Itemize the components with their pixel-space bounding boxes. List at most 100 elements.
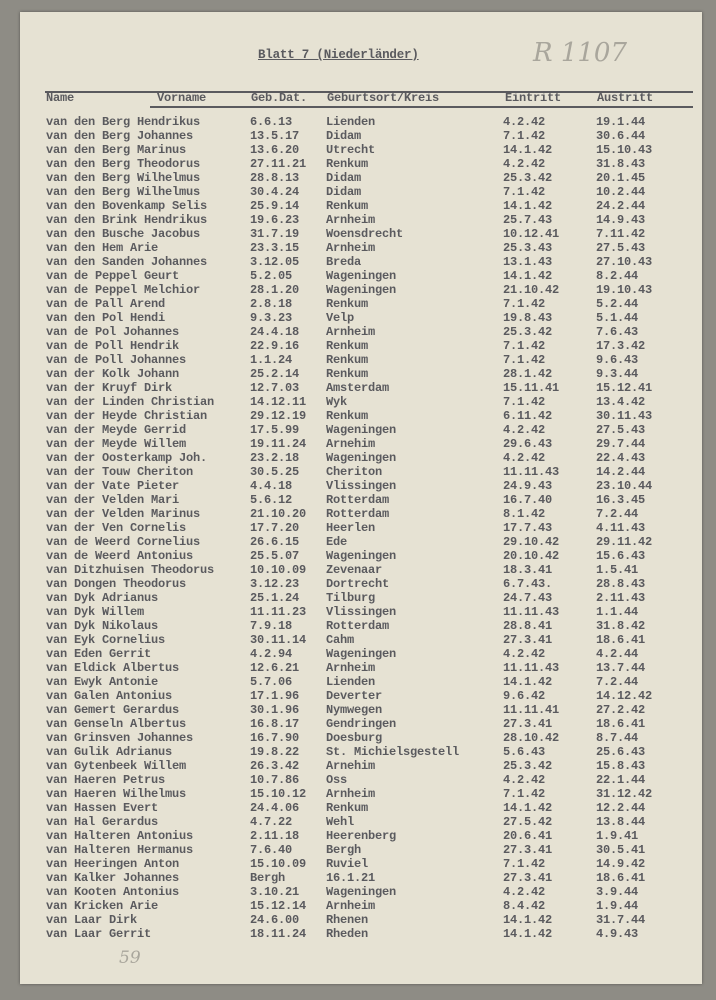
exit-cell: 20.1.45 (596, 171, 646, 185)
name-cell: van Dyk Nikolaus (46, 620, 158, 633)
exit-cell: 17.3.42 (596, 339, 646, 353)
first-name: Willem (102, 605, 145, 619)
dob-cell: 27.11.21 (250, 157, 307, 171)
name-cell: van Haeren Wilhelmus (46, 788, 186, 801)
entry-cell: 29.10.42 (503, 535, 560, 549)
birthplace-cell: Nymwegen (326, 703, 383, 717)
table-row: van de Poll Hendrik 22.9.16 Renkum 7.1.42 17.… (46, 340, 696, 353)
dob-cell: 23.2.18 (250, 451, 300, 465)
surname: van Eden (46, 647, 103, 661)
dob-cell: 3.12.05 (250, 255, 300, 269)
birthplace-cell: Zevenaar (326, 563, 383, 577)
dob-cell: 13.5.17 (250, 129, 300, 143)
name-cell: van der Velden Marinus (46, 508, 200, 521)
dob-cell: 7.9.18 (250, 619, 293, 633)
table-row: van den Hem Arie 23.3.15 Arnheim 25.3.43 27.5… (46, 242, 696, 255)
surname: van Hal (46, 815, 96, 829)
birthplace-cell: Rotterdam (326, 493, 390, 507)
birthplace-cell: Velp (326, 311, 355, 325)
table-row: van Eden Gerrit 4.2.94 Wageningen 4.2.42 4.2.… (46, 648, 696, 661)
exit-cell: 31.12.42 (596, 787, 653, 801)
dob-cell: 5.6.12 (250, 493, 293, 507)
exit-cell: 22.1.44 (596, 773, 646, 787)
surname: van Dongen (46, 577, 117, 591)
surname: van den Sanden (46, 255, 145, 269)
birthplace-cell: 16.1.21 (326, 871, 376, 885)
exit-cell: 14.2.44 (596, 465, 646, 479)
entry-cell: 10.12.41 (503, 227, 560, 241)
exit-cell: 23.10.44 (596, 479, 653, 493)
name-cell: van Haeren Petrus (46, 774, 165, 787)
exit-cell: 27.10.43 (596, 255, 653, 269)
exit-cell: 7.2.44 (596, 675, 639, 689)
dob-cell: 14.12.11 (250, 395, 307, 409)
birthplace-cell: Wageningen (326, 885, 397, 899)
name-cell: van der Kruyf Dirk (46, 382, 172, 395)
dob-cell: 30.11.14 (250, 633, 307, 647)
first-name: Arie (130, 899, 159, 913)
first-name: Pieter (137, 479, 180, 493)
table-row: van Dyk Adrianus 25.1.24 Tilburg 24.7.43 2.11… (46, 592, 696, 605)
name-cell: van den Hem Arie (46, 242, 158, 255)
table-row: van der Meyde Gerrid 17.5.99 Wageningen 4.2.… (46, 424, 696, 437)
table-row: van Ditzhuisen Theodorus 10.10.09 Zevenaar 1… (46, 564, 696, 577)
exit-cell: 29.11.42 (596, 535, 653, 549)
table-row: van Ewyk Antonie 5.7.06 Lienden 14.1.42 7.2.4… (46, 676, 696, 689)
entry-cell: 7.1.42 (503, 129, 546, 143)
name-cell: van de Poll Hendrik (46, 340, 179, 353)
column-header-dob: Geb.Dat. (251, 91, 308, 105)
entry-cell: 17.7.43 (503, 521, 553, 535)
column-header-exit: Austritt (597, 91, 654, 105)
table-row: van Kooten Antonius 3.10.21 Wageningen 4.2.4… (46, 886, 696, 899)
surname: van der Heyde (46, 409, 138, 423)
first-name: Theodorus (137, 157, 201, 171)
first-name: Dirk (109, 913, 138, 927)
surname: van Gulik (46, 745, 110, 759)
dob-cell: 4.2.94 (250, 647, 293, 661)
name-cell: van Gemert Gerardus (46, 704, 179, 717)
surname: van Heeringen (46, 857, 138, 871)
surname: van den Berg (46, 171, 131, 185)
first-name: Wilhelmus (137, 171, 201, 185)
table-row: van den Brink Hendrikus 19.6.23 Arnheim 25.7… (46, 214, 696, 227)
exit-cell: 9.6.43 (596, 353, 639, 367)
name-cell: van Kooten Antonius (46, 886, 179, 899)
table-row: van de Peppel Geurt 5.2.05 Wageningen 14.1.4… (46, 270, 696, 283)
exit-cell: 18.6.41 (596, 717, 646, 731)
first-name: Antonius (137, 829, 194, 843)
surname: van den Berg (46, 157, 131, 171)
first-name: Wilhelmus (123, 787, 187, 801)
entry-cell: 25.7.43 (503, 213, 553, 227)
first-name: Arie (130, 241, 159, 255)
entry-cell: 27.3.41 (503, 717, 553, 731)
entry-cell: 4.2.42 (503, 885, 546, 899)
birthplace-cell: Deverter (326, 689, 383, 703)
first-name: Hermanus (137, 843, 194, 857)
exit-cell: 12.2.44 (596, 801, 646, 815)
entry-cell: 25.3.43 (503, 241, 553, 255)
table-row: van der Velden Marinus 21.10.20 Rotterdam 8.… (46, 508, 696, 521)
exit-cell: 31.7.44 (596, 913, 646, 927)
exit-cell: 8.2.44 (596, 269, 639, 283)
exit-cell: 7.6.43 (596, 325, 639, 339)
first-name: Melchior (144, 283, 201, 297)
entry-cell: 16.7.40 (503, 493, 553, 507)
exit-cell: 14.12.42 (596, 689, 653, 703)
name-cell: van Hal Gerardus (46, 816, 158, 829)
entry-cell: 21.10.42 (503, 283, 560, 297)
exit-cell: 4.9.43 (596, 927, 639, 941)
name-cell: van Halteren Hermanus (46, 844, 193, 857)
dob-cell: 25.5.07 (250, 549, 300, 563)
entry-cell: 11.11.43 (503, 465, 560, 479)
birthplace-cell: Didam (326, 171, 362, 185)
birthplace-cell: Renkum (326, 297, 369, 311)
birthplace-cell: Vlissingen (326, 479, 397, 493)
surname: van de Pol (46, 325, 117, 339)
exit-cell: 2.11.43 (596, 591, 646, 605)
dob-cell: 24.6.00 (250, 913, 300, 927)
entry-cell: 27.3.41 (503, 843, 553, 857)
birthplace-cell: Tilburg (326, 591, 376, 605)
first-name: Gerrit (109, 927, 152, 941)
birthplace-cell: Rotterdam (326, 507, 390, 521)
table-row: van de Peppel Melchior 28.1.20 Wageningen 21… (46, 284, 696, 297)
